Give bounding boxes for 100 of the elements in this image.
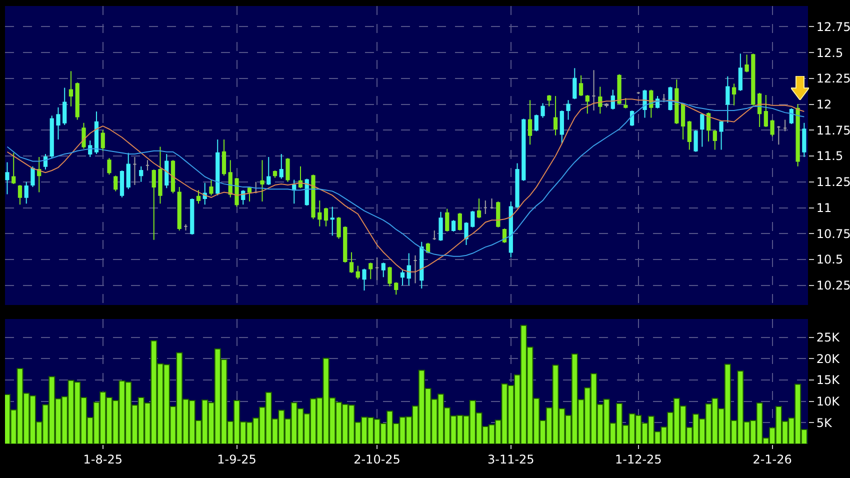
y-tick-label: 11.75 [816, 123, 850, 138]
y-tick-label: 12.25 [816, 72, 850, 86]
candlestick [432, 230, 436, 240]
candlestick [50, 115, 54, 159]
y-tick-label: 12.75 [816, 20, 850, 34]
y-tick-label: 20K [816, 352, 841, 366]
y-tick-label: 11.25 [816, 175, 850, 190]
candlestick [751, 53, 756, 106]
y-tick-label: 10K [816, 394, 841, 409]
candlestick [62, 87, 67, 126]
candlestick [592, 70, 596, 111]
candlestick [680, 104, 686, 140]
candlestick [68, 70, 74, 107]
candlestick [757, 92, 762, 128]
candlestick [464, 222, 468, 246]
candlestick [624, 98, 628, 109]
candlestick [719, 120, 724, 150]
candlestick [700, 113, 704, 148]
candlestick [566, 100, 570, 120]
candlestick [789, 108, 794, 124]
candlestick [114, 175, 118, 192]
candlestick [508, 201, 513, 258]
y-tick-label: 11.5 [816, 149, 844, 164]
candlestick [247, 186, 252, 202]
candlestick [272, 170, 278, 178]
candlestick [649, 89, 654, 118]
candlestick [394, 282, 398, 296]
candlestick [674, 78, 679, 124]
candlestick [381, 262, 386, 278]
candlestick [126, 152, 130, 190]
candlestick [349, 252, 354, 274]
candlestick [445, 208, 450, 232]
x-tick-label: 1-9-25 [217, 452, 256, 466]
candlestick [324, 207, 328, 227]
y-tick-label: 10.5 [816, 252, 844, 267]
candlestick [343, 226, 348, 264]
candlestick [610, 89, 615, 110]
candlestick [139, 166, 144, 182]
candlestick [764, 94, 768, 128]
candlestick [362, 268, 366, 292]
candlestick [356, 265, 360, 280]
candlestick [738, 53, 742, 92]
candlestick [286, 158, 290, 182]
candlestick [572, 68, 577, 100]
candlestick [260, 160, 264, 202]
y-tick-label: 10.75 [816, 226, 850, 241]
candlestick [82, 122, 86, 150]
candlestick [400, 269, 405, 286]
candlestick [770, 119, 774, 137]
candlestick [662, 93, 666, 103]
y-tick-label: 10.25 [816, 278, 850, 293]
candlestick [534, 114, 538, 132]
candlestick [726, 76, 730, 124]
candlestick [94, 111, 99, 154]
candlestick [266, 156, 271, 186]
candlestick [170, 160, 176, 194]
candlestick [560, 110, 564, 144]
candlestick [234, 177, 239, 208]
y-tick-label: 12.5 [816, 46, 844, 60]
candlestick [158, 146, 162, 204]
candlestick [132, 156, 137, 186]
candlestick [241, 190, 246, 206]
candlestick [12, 152, 16, 184]
candlestick [617, 74, 622, 105]
candlestick [56, 106, 60, 140]
candlestick [694, 130, 698, 152]
candlestick [687, 120, 692, 150]
candlestick [515, 162, 520, 208]
candlestick [311, 174, 316, 220]
x-tick-label: 1-8-25 [83, 452, 122, 466]
candlestick [496, 201, 500, 228]
candlestick [712, 130, 717, 150]
candlestick [406, 252, 411, 286]
candlestick [164, 153, 169, 189]
candlestick [547, 94, 552, 107]
candlestick [578, 74, 584, 97]
candlestick [330, 206, 334, 236]
candlestick [145, 160, 150, 171]
candlestick [177, 186, 182, 232]
candlestick [292, 179, 296, 204]
x-tick-label: 2-1-26 [752, 452, 792, 466]
y-tick-label: 25K [816, 330, 841, 345]
candlestick [528, 100, 532, 146]
candlestick [420, 241, 424, 289]
candlestick [413, 254, 418, 284]
candlestick [216, 138, 220, 196]
candlestick [368, 262, 373, 280]
candlestick [196, 190, 201, 204]
candlestick [336, 216, 341, 240]
y-tick-label: 5K [816, 416, 834, 430]
candlestick [228, 160, 232, 198]
candlestick [388, 266, 392, 287]
candlestick [107, 158, 112, 176]
candlestick [476, 198, 482, 219]
candlestick [120, 170, 124, 198]
candlestick [100, 130, 105, 152]
candlestick [744, 54, 749, 73]
candlestick [43, 153, 48, 170]
candlestick [222, 138, 226, 176]
candlestick [483, 200, 488, 214]
